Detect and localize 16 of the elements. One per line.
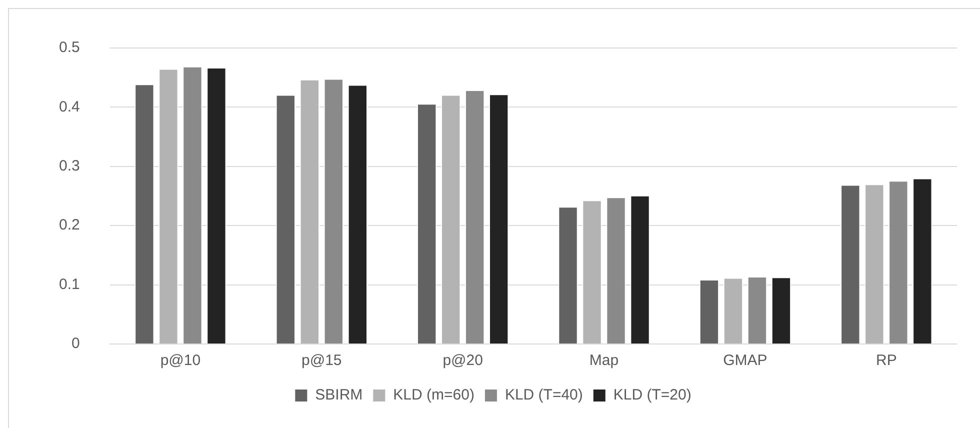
y-tick-label: 0.1 xyxy=(58,276,80,293)
x-tick-label: RP xyxy=(876,352,897,370)
x-tick-label: p@15 xyxy=(302,352,342,370)
legend-label: KLD (T=20) xyxy=(613,386,692,404)
legend-label: SBIRM xyxy=(315,386,363,404)
y-tick-label: 0.4 xyxy=(58,98,80,116)
y-tick-label: 0 xyxy=(72,335,80,352)
x-tick-label: Map xyxy=(589,352,619,370)
y-tick-label: 0.3 xyxy=(58,158,80,175)
y-tick-label: 0.5 xyxy=(58,39,80,56)
x-tick-label: GMAP xyxy=(723,352,768,370)
x-tick-label: p@10 xyxy=(160,352,201,370)
legend-label: KLD (T=40) xyxy=(504,386,583,404)
x-tick-label: p@20 xyxy=(442,352,483,370)
legend-label: KLD (m=60) xyxy=(393,386,474,404)
y-tick-label: 0.2 xyxy=(58,216,80,234)
